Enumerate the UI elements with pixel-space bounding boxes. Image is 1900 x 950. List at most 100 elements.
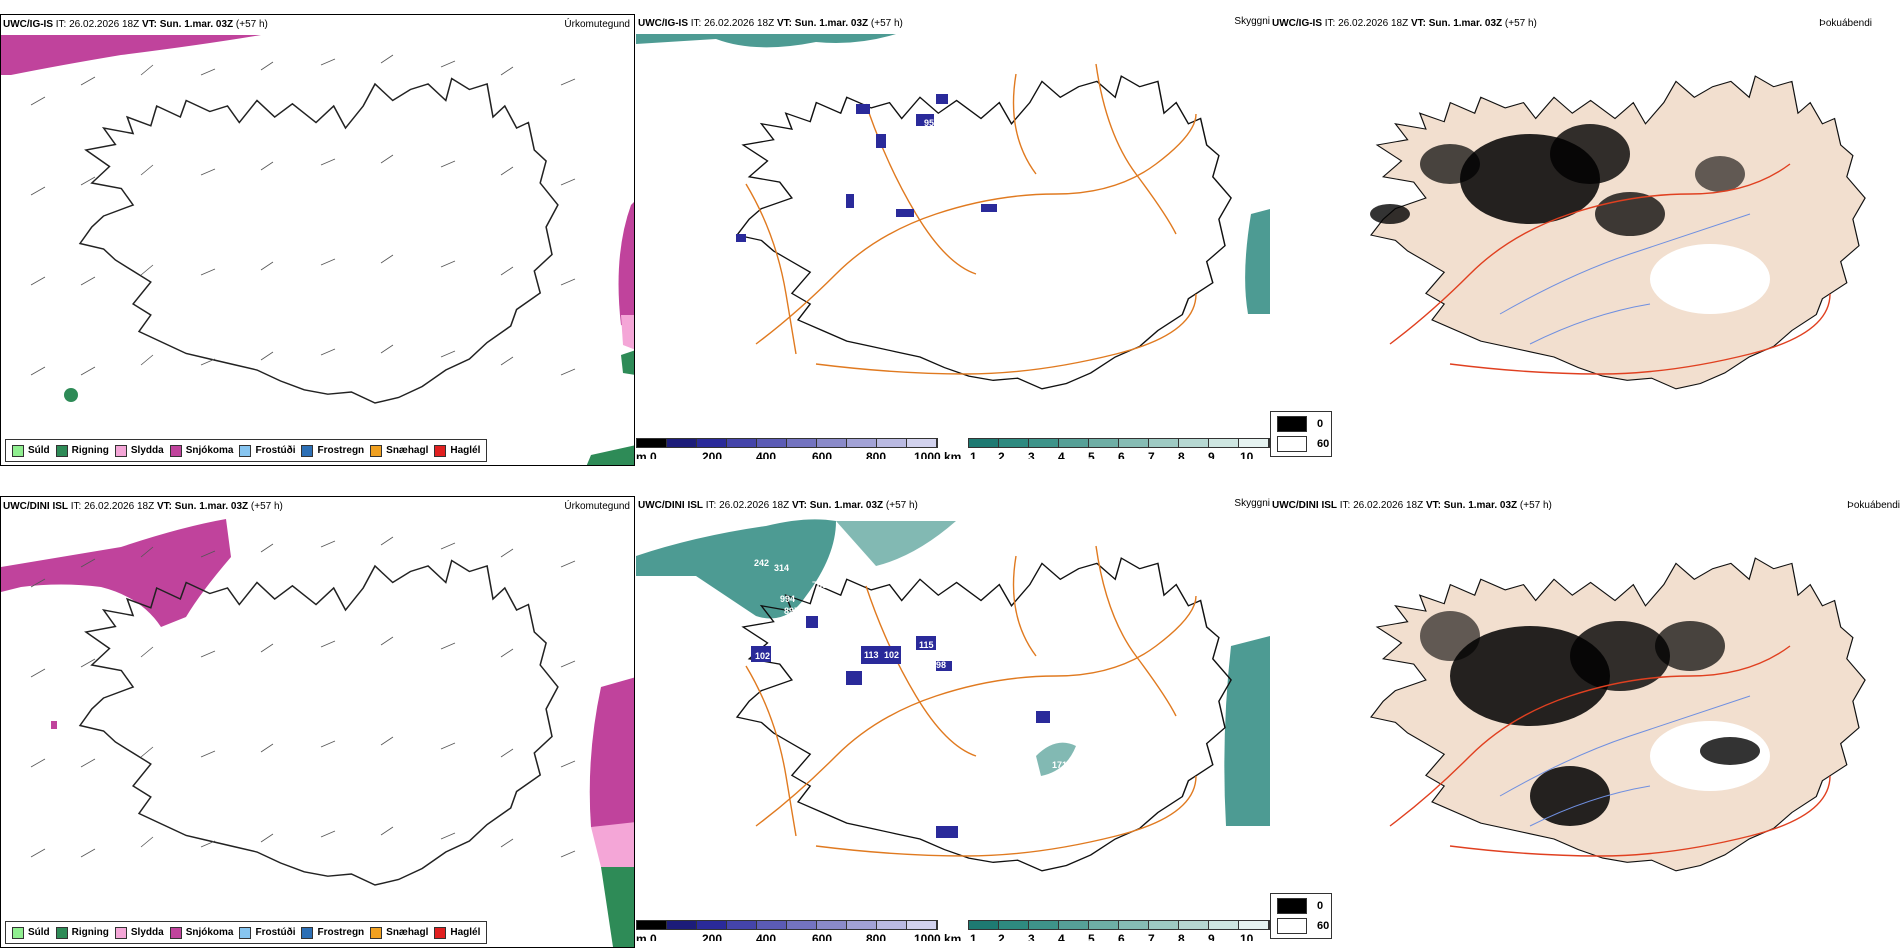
legend-swatch xyxy=(370,444,383,457)
legend-item-snaehagl: Snæhagl xyxy=(370,926,428,939)
legend-swatch xyxy=(434,444,447,457)
road-network xyxy=(745,545,1197,857)
init-time: IT: 26.02.2026 18Z xyxy=(1324,18,1409,29)
precip-type-panel-row1: UWC/IG-IS IT: 26.02.2026 18Z VT: Sun. 1.… xyxy=(0,14,635,466)
visibility-unit: km xyxy=(944,450,962,459)
legend-label: Slydda xyxy=(130,927,164,938)
panel-variable-label: Þokuábendi xyxy=(1847,500,1900,511)
lead-time: (+57 h) xyxy=(1519,500,1552,511)
low-visibility-area xyxy=(636,34,1270,314)
iceland-outline xyxy=(79,77,559,404)
visibility-tick: 10 xyxy=(1240,932,1254,941)
fog-legend-row: 0 xyxy=(1277,416,1323,432)
cloudbase-value: 115 xyxy=(919,640,934,650)
visibility-tick: 8 xyxy=(1178,932,1185,941)
visibility-tick: 10 xyxy=(1240,450,1254,459)
panel-variable-label: Úrkomutegund xyxy=(564,19,630,30)
legend-swatch xyxy=(301,444,314,457)
fog-swatch xyxy=(1277,416,1307,432)
valid-time: VT: Sun. 1.mar. 03Z xyxy=(776,18,869,29)
cloudbase-tick: 800 xyxy=(866,932,887,941)
panel-title: UWC/IG-IS IT: 26.02.2026 18Z VT: Sun. 1.… xyxy=(1272,18,1537,29)
valid-time: VT: Sun. 1.mar. 03Z xyxy=(1425,500,1518,511)
lead-time: (+57 h) xyxy=(885,500,918,511)
visibility-colorbar xyxy=(968,438,1270,448)
cloudbase-tick: 200 xyxy=(702,450,723,459)
valid-time: VT: Sun. 1.mar. 03Z xyxy=(791,500,884,511)
valid-time: VT: Sun. 1.mar. 03Z xyxy=(156,501,249,512)
low-cloud-patches xyxy=(751,616,1050,838)
panel-title: UWC/IG-IS IT: 26.02.2026 18Z VT: Sun. 1.… xyxy=(3,19,268,30)
legend-item-frostudi: Frostúði xyxy=(239,926,295,939)
legend-label: Snjókoma xyxy=(185,445,234,456)
visibility-tick: 9 xyxy=(1208,932,1215,941)
cloudbase-value: 96 xyxy=(904,142,914,152)
fog-legend-label: 60 xyxy=(1317,920,1330,932)
glacier-fog xyxy=(1700,737,1760,765)
legend-item-sudl: Súld xyxy=(12,926,50,939)
iceland-land xyxy=(1370,557,1866,872)
precip-type-legend: Súld Rigning Slydda Snjókoma Frostúði Fr… xyxy=(5,439,488,462)
lead-time: (+57 h) xyxy=(235,19,268,30)
panel-variable-label: Þokuábendi xyxy=(1819,18,1872,29)
model-name: UWC/IG-IS xyxy=(3,19,53,30)
colorbars: m 0 200 400 600 800 1000 km 1 2 3 4 5 6 … xyxy=(636,920,1270,941)
legend-label: Rigning xyxy=(71,927,109,938)
precip-type-panel-row2: UWC/DINI ISL IT: 26.02.2026 18Z VT: Sun.… xyxy=(0,496,635,948)
fog-legend: 0 60 xyxy=(1270,893,1332,939)
fog-legend-row: 60 xyxy=(1277,918,1329,934)
rain-area xyxy=(64,350,634,465)
cloudbase-value: 994 xyxy=(780,594,795,604)
panel-title: UWC/DINI ISL IT: 26.02.2026 18Z VT: Sun.… xyxy=(3,501,283,512)
glacier-white xyxy=(1650,244,1770,314)
panel-title: UWC/DINI ISL IT: 26.02.2026 18Z VT: Sun.… xyxy=(1272,500,1552,511)
legend-item-haglel: Haglél xyxy=(434,444,480,457)
model-name: UWC/IG-IS xyxy=(638,18,688,29)
cloudbase-value: 171 xyxy=(1052,760,1067,770)
init-time: IT: 26.02.2026 18Z xyxy=(690,18,775,29)
cloudbase-colorbar xyxy=(636,438,938,448)
lead-time: (+57 h) xyxy=(250,501,283,512)
visibility-tick: 9 xyxy=(1208,450,1215,459)
init-time: IT: 26.02.2026 18Z xyxy=(55,19,140,30)
visibility-colorbar xyxy=(968,920,1270,930)
cloudbase-value: 102 xyxy=(755,651,770,661)
lead-time: (+57 h) xyxy=(870,18,903,29)
visibility-tick: 5 xyxy=(1088,450,1095,459)
legend-swatch xyxy=(169,926,182,939)
precip-type-map xyxy=(1,519,634,947)
model-name: UWC/DINI ISL xyxy=(1272,500,1337,511)
visibility-unit: km xyxy=(944,932,962,941)
fog-swatch xyxy=(1277,898,1307,914)
legend-item-frostregn: Frostregn xyxy=(301,926,364,939)
legend-swatch xyxy=(301,926,314,939)
fog-index-map xyxy=(1370,75,1866,390)
legend-swatch xyxy=(12,444,24,457)
legend-item-frostudi: Frostúði xyxy=(239,444,295,457)
legend-swatch xyxy=(12,926,24,939)
sleet-area xyxy=(621,315,634,350)
cloudbase-value: 314 xyxy=(774,563,789,573)
iceland-outline xyxy=(736,557,1232,872)
legend-label: Frostregn xyxy=(317,445,365,456)
init-time: IT: 26.02.2026 18Z xyxy=(70,501,155,512)
cloudbase-tick: 600 xyxy=(812,450,833,459)
cloudbase-value: 897 xyxy=(784,606,799,616)
panel-variable-label: Úrkomutegund xyxy=(564,501,630,512)
legend-label: Rigning xyxy=(71,445,109,456)
cloudbase-value: 102 xyxy=(884,650,899,660)
cloudbase-value: 98 xyxy=(941,131,951,141)
legend-swatch xyxy=(55,926,68,939)
panel-title: UWC/IG-IS IT: 26.02.2026 18Z VT: Sun. 1.… xyxy=(638,18,903,29)
visibility-tick: 2 xyxy=(998,932,1005,941)
visibility-tick: 1 xyxy=(970,450,977,459)
cloudbase-tick: 600 xyxy=(812,932,833,941)
precip-type-map xyxy=(1,35,634,465)
fog-index-panel-row1: UWC/IG-IS IT: 26.02.2026 18Z VT: Sun. 1.… xyxy=(1270,14,1900,466)
visibility-tick: 7 xyxy=(1148,450,1155,459)
fog-legend-row: 60 xyxy=(1277,436,1329,452)
low-visibility-area xyxy=(636,519,1270,826)
legend-item-haglel: Haglél xyxy=(434,926,480,939)
cloudbase-value: 95 xyxy=(924,118,934,128)
legend-swatch xyxy=(55,444,68,457)
